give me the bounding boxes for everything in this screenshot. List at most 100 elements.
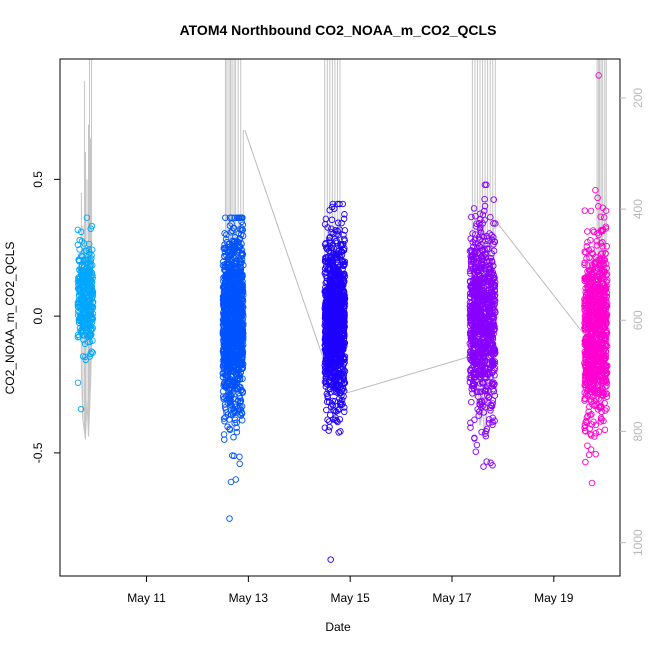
data-point <box>77 228 85 236</box>
data-point <box>227 411 235 418</box>
data-point <box>86 338 94 346</box>
data-point <box>75 333 83 340</box>
data-point <box>594 381 602 388</box>
data-point <box>594 406 602 413</box>
data-point <box>233 237 241 245</box>
data-point <box>223 282 230 290</box>
data-point <box>221 253 228 261</box>
data-point <box>328 216 336 224</box>
data-point <box>325 253 332 260</box>
data-point <box>225 274 233 282</box>
data-point <box>600 214 608 221</box>
data-point <box>588 479 596 487</box>
data-point <box>475 412 482 419</box>
data-point <box>236 392 243 400</box>
data-point <box>591 402 598 409</box>
data-point <box>587 446 595 453</box>
data-point <box>84 332 92 339</box>
data-point <box>483 374 490 382</box>
data-point <box>222 301 229 308</box>
data-point <box>588 334 596 342</box>
data-point <box>322 307 330 314</box>
data-point <box>224 378 231 385</box>
data-point <box>237 231 245 238</box>
data-points <box>74 72 611 563</box>
data-point <box>474 343 481 351</box>
data-point <box>341 379 349 387</box>
data-point <box>239 361 247 368</box>
data-point <box>222 346 230 354</box>
data-point <box>341 211 348 218</box>
data-point <box>325 294 332 302</box>
data-point <box>223 337 230 345</box>
data-point <box>584 262 591 269</box>
data-point <box>219 348 227 355</box>
data-point <box>82 356 89 364</box>
data-point <box>76 277 83 285</box>
data-point <box>474 353 481 361</box>
data-point <box>232 371 240 379</box>
data-point <box>338 396 346 404</box>
data-point <box>237 397 245 404</box>
data-point <box>239 326 247 333</box>
data-point <box>478 363 485 370</box>
data-point <box>222 214 229 221</box>
data-point <box>335 429 342 436</box>
data-point <box>483 458 490 465</box>
data-point <box>226 294 234 302</box>
data-point <box>230 247 238 254</box>
data-point <box>485 393 493 400</box>
data-point <box>490 196 497 203</box>
data-point <box>476 235 483 243</box>
data-point <box>597 355 604 362</box>
data-point <box>232 253 240 261</box>
data-point <box>323 332 330 339</box>
data-point <box>489 368 497 375</box>
data-point <box>603 311 611 318</box>
data-point <box>602 223 610 230</box>
data-point <box>581 275 589 283</box>
data-point <box>475 242 483 250</box>
data-point <box>228 326 235 333</box>
data-point <box>469 350 477 358</box>
data-point <box>470 361 477 369</box>
data-point <box>581 261 588 269</box>
data-point <box>321 321 329 329</box>
data-point <box>78 272 86 279</box>
data-point <box>490 349 497 356</box>
data-point <box>322 383 330 390</box>
data-point <box>224 307 232 314</box>
data-point <box>331 338 338 346</box>
data-point <box>479 247 487 254</box>
data-point <box>221 324 228 331</box>
data-point <box>76 317 83 324</box>
data-point <box>236 243 244 250</box>
chart-title: ATOM4 Northbound CO2_NOAA_m_CO2_QCLS <box>180 22 497 38</box>
data-point <box>81 301 88 308</box>
data-point <box>327 338 334 345</box>
data-point <box>334 407 342 414</box>
data-point <box>83 264 90 272</box>
data-point <box>582 296 590 304</box>
data-point <box>476 398 484 405</box>
data-point <box>582 297 589 304</box>
data-point <box>88 331 95 339</box>
data-point <box>231 416 239 424</box>
data-point <box>590 228 598 236</box>
data-point <box>223 366 231 374</box>
data-point <box>478 388 485 395</box>
data-point <box>484 382 491 389</box>
data-point <box>475 220 483 227</box>
data-point <box>87 326 95 334</box>
data-point <box>222 294 229 302</box>
data-point <box>231 234 239 241</box>
data-point <box>88 246 96 253</box>
data-point <box>322 265 329 272</box>
data-point <box>583 255 590 262</box>
x-tick-label: May 17 <box>432 591 472 605</box>
data-point <box>483 181 490 189</box>
data-point <box>587 330 595 337</box>
data-point <box>332 416 339 423</box>
data-point <box>470 382 478 389</box>
x-tick-label: May 11 <box>127 591 166 605</box>
